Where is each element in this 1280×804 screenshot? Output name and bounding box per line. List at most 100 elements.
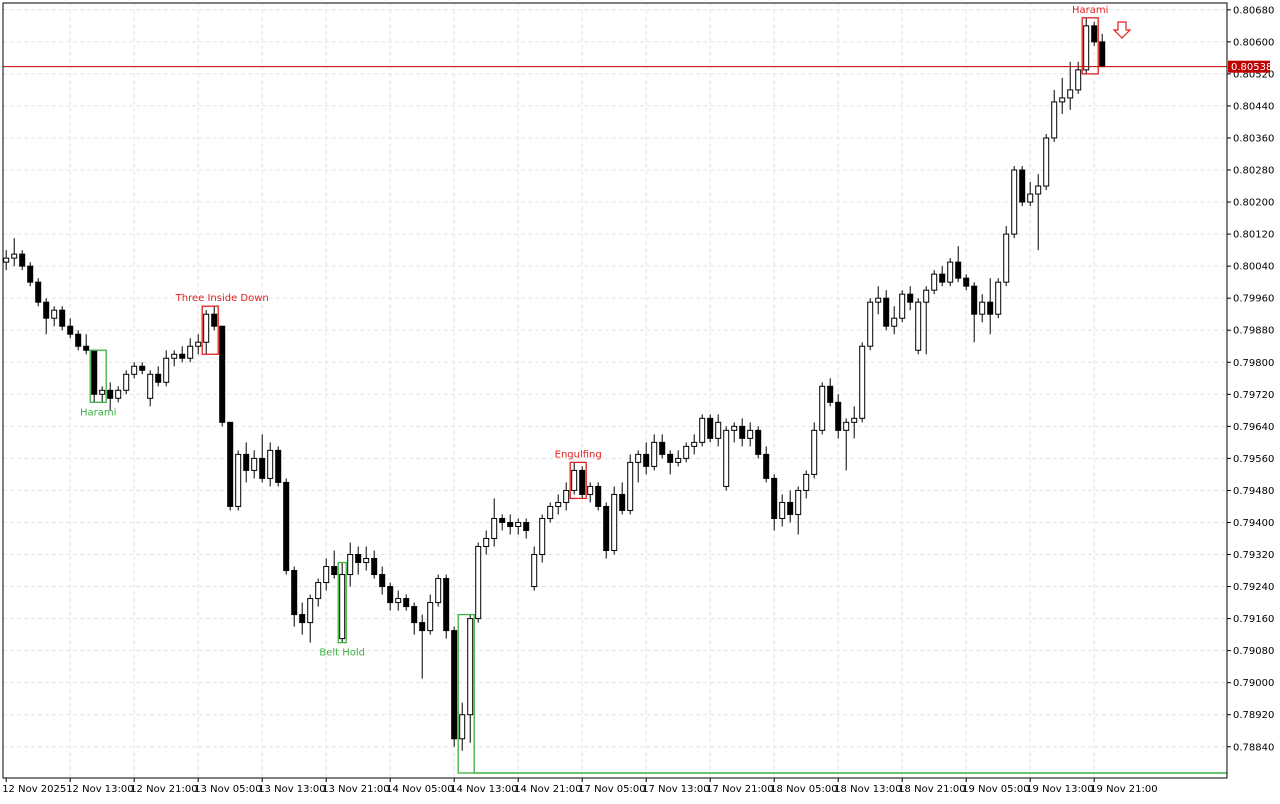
candle-body — [331, 566, 338, 576]
signal-arrow — [1112, 21, 1132, 39]
pattern-label: Engulfing — [555, 449, 602, 460]
candle-body — [851, 417, 858, 423]
candle-body — [547, 505, 554, 519]
x-tick-label: 19 Nov 13:00 — [1026, 784, 1093, 795]
pattern-label: Harami — [80, 407, 116, 418]
y-tick-label: 0.80600 — [1233, 37, 1274, 48]
y-tick-label: 0.79560 — [1233, 454, 1274, 465]
candle-body — [467, 618, 474, 716]
pattern-box — [457, 613, 475, 774]
candle-body — [315, 582, 322, 600]
candle-body — [515, 521, 522, 527]
candle-body — [659, 441, 666, 455]
candle-body — [587, 485, 594, 495]
candle-body — [835, 401, 842, 431]
pattern-label: Harami — [1072, 5, 1108, 16]
candle-body — [627, 461, 634, 511]
candle-body — [307, 598, 314, 624]
candle-body — [787, 501, 794, 515]
candle-body — [59, 309, 66, 327]
x-tick-label: 18 Nov 05:00 — [770, 784, 837, 795]
candle-body — [323, 566, 330, 584]
y-tick-label: 0.80040 — [1233, 262, 1274, 273]
candle-body — [1059, 97, 1066, 103]
candle-body — [395, 598, 402, 604]
candle-body — [667, 453, 674, 463]
candle-body — [563, 489, 570, 503]
candle-body — [99, 389, 106, 395]
candle-body — [1083, 25, 1090, 71]
candle-body — [595, 485, 602, 507]
candle-body — [235, 453, 242, 507]
candle-body — [363, 558, 370, 564]
candle-body — [219, 325, 226, 423]
candle-body — [75, 333, 82, 347]
candle-body — [419, 622, 426, 632]
candle-body — [939, 273, 946, 283]
candle-body — [763, 453, 770, 479]
candle-body — [931, 273, 938, 291]
y-tick-label: 0.79080 — [1233, 646, 1274, 657]
candle-body — [811, 429, 818, 475]
candle-body — [707, 417, 714, 439]
candle-body — [859, 345, 866, 419]
candle-body — [475, 546, 482, 620]
candle-body — [971, 285, 978, 315]
candle-body — [891, 317, 898, 327]
candle-body — [867, 301, 874, 347]
candle-body — [907, 293, 914, 303]
candle-body — [771, 477, 778, 519]
x-tick-label: 12 Nov 13:00 — [66, 784, 133, 795]
candle-body — [819, 385, 826, 431]
y-tick-label: 0.80280 — [1233, 166, 1274, 177]
candle-body — [739, 425, 746, 439]
y-tick-label: 0.79720 — [1233, 390, 1274, 401]
candle-body — [163, 357, 170, 383]
candle-body — [691, 441, 698, 447]
pattern-label: Three Inside Down — [175, 293, 269, 304]
candle-body — [1011, 169, 1018, 235]
candle-body — [459, 714, 466, 740]
candle-body — [115, 389, 122, 399]
candle-body — [651, 441, 658, 467]
candle-body — [1075, 69, 1082, 91]
candle-body — [1035, 185, 1042, 195]
candle-body — [179, 353, 186, 359]
y-tick-label: 0.79160 — [1233, 614, 1274, 625]
candle-body — [51, 309, 58, 319]
pattern-label: Belt Hold — [319, 648, 365, 659]
candle-body — [195, 341, 202, 347]
x-tick-label: 18 Nov 21:00 — [898, 784, 965, 795]
candle-body — [747, 429, 754, 439]
y-tick-label: 0.79880 — [1233, 326, 1274, 337]
candle-body — [83, 345, 90, 351]
candle-body — [291, 570, 298, 616]
candle-body — [355, 554, 362, 564]
y-tick-label: 0.79480 — [1233, 486, 1274, 497]
x-tick-label: 13 Nov 21:00 — [322, 784, 389, 795]
candle-body — [875, 297, 882, 303]
candle-body — [491, 517, 498, 539]
candle-body — [451, 630, 458, 740]
y-tick-label: 0.80360 — [1233, 133, 1274, 144]
x-tick-label: 19 Nov 21:00 — [1090, 784, 1157, 795]
candle-body — [699, 417, 706, 443]
plot-frame — [2, 2, 1228, 779]
y-tick-label: 0.80200 — [1233, 198, 1274, 209]
candle-body — [339, 574, 346, 640]
candle-body — [555, 501, 562, 507]
candle-body — [347, 554, 354, 576]
candle-body — [227, 421, 234, 507]
candle-body — [11, 253, 18, 259]
candle-body — [139, 365, 146, 371]
y-tick-label: 0.78920 — [1233, 710, 1274, 721]
candle-body — [35, 281, 42, 303]
candle-body — [883, 297, 890, 327]
candle-body — [827, 385, 834, 403]
candle-body — [1099, 41, 1106, 68]
y-tick-label: 0.78840 — [1233, 742, 1274, 753]
pattern-box — [201, 305, 219, 355]
y-tick-label: 0.80440 — [1233, 101, 1274, 112]
candle-body — [1003, 233, 1010, 283]
